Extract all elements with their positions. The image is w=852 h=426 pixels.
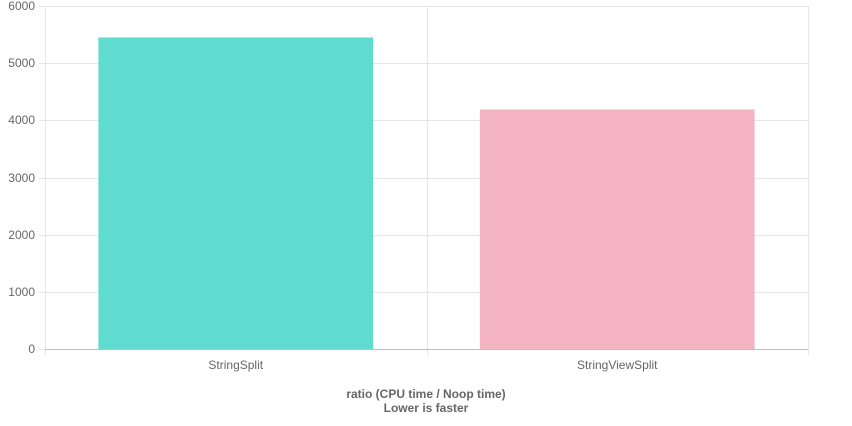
- axes: [39, 6, 808, 350]
- y-tick-label: 2000: [8, 228, 35, 242]
- y-tick-label: 6000: [8, 0, 35, 13]
- x-tick-label: StringViewSplit: [577, 358, 658, 372]
- bars: [98, 37, 755, 350]
- bar-stringviewsplit: [479, 109, 755, 349]
- x-axis-title-line1: ratio (CPU time / Noop time): [346, 387, 505, 401]
- bar-stringsplit: [98, 37, 374, 350]
- y-tick-label: 0: [28, 342, 35, 356]
- y-tick-label: 5000: [8, 56, 35, 70]
- y-tick-label: 3000: [8, 171, 35, 185]
- y-tick-label: 1000: [8, 285, 35, 299]
- y-tick-label: 4000: [8, 113, 35, 127]
- tick-labels: 0 1000 2000 3000 4000 5000 6000 StringSplit Stri…: [8, 0, 658, 372]
- x-tick-label: StringSplit: [208, 358, 263, 372]
- x-axis-title-line2: Lower is faster: [384, 401, 469, 415]
